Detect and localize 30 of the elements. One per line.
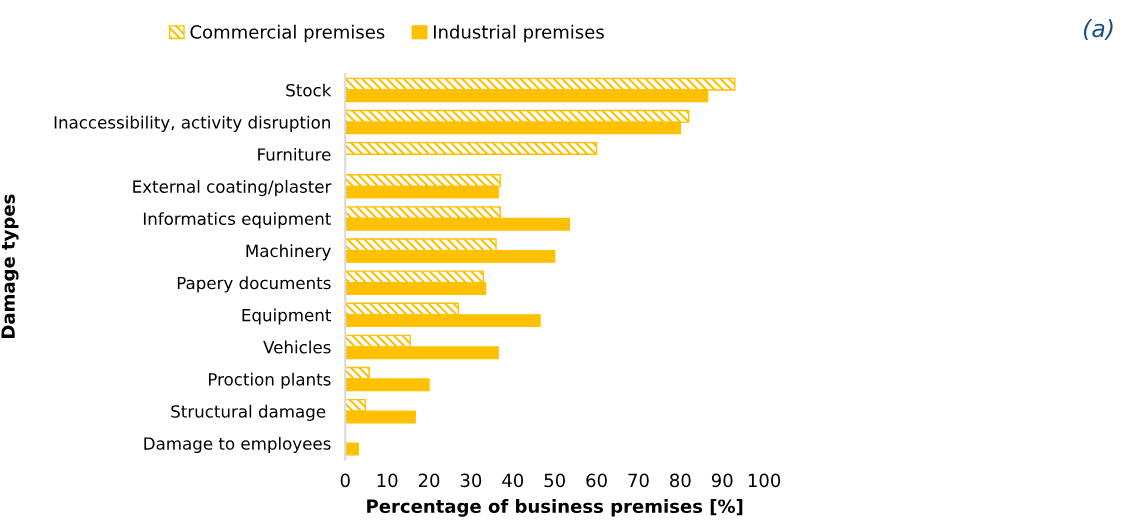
x-tick-label: 10 [377, 473, 398, 488]
y-tick-label: Equipment [242, 308, 331, 325]
x-tick-label: 40 [502, 473, 524, 488]
x-tick-label: 30 [460, 473, 482, 488]
y-tick-label: Vehicles [263, 340, 331, 354]
bar [345, 442, 359, 456]
x-tick-label: 50 [544, 473, 565, 488]
legend-label: Industrial premises [433, 24, 604, 43]
y-tick-label: Papery documents [177, 276, 331, 293]
legend-label: Commercial premises [190, 24, 385, 43]
y-axis-title: Damage types [1, 194, 19, 338]
x-tick-label: 60 [586, 473, 607, 488]
y-tick-label: Damage to employees [144, 436, 331, 454]
x-tick-label: 20 [418, 473, 440, 488]
y-tick-label: Structural damage [171, 404, 326, 421]
x-tick-label: 80 [670, 473, 691, 488]
x-tick-label: 0 [340, 473, 350, 488]
x-tick-label: 100 [748, 473, 781, 488]
x-tick-label: 70 [628, 473, 649, 488]
x-axis-title: Percentage of business premises [%] [367, 499, 743, 517]
y-tick-label: Proction plants [208, 372, 331, 389]
y-tick-label: Informatics equipment [143, 212, 331, 229]
y-tick-label: Machinery [246, 244, 331, 261]
y-tick-label: Inaccessibility, activity disruption [54, 115, 330, 132]
y-tick-label: Furniture [258, 147, 331, 161]
y-tick-label: External coating/plaster [133, 180, 332, 197]
bar [345, 141, 598, 155]
y-tick-label: Stock [286, 83, 332, 97]
text: (a) [1083, 19, 1113, 41]
x-tick-label: 90 [711, 473, 733, 488]
